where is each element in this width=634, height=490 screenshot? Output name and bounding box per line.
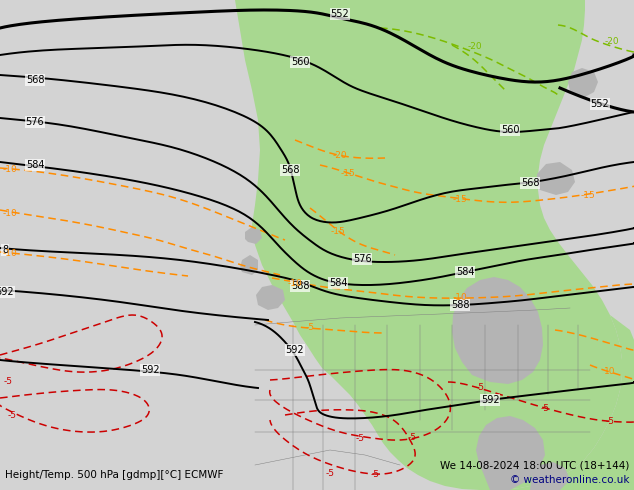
Text: 568: 568	[281, 165, 299, 175]
Text: -20: -20	[468, 43, 482, 51]
Text: -15: -15	[581, 191, 595, 199]
Text: -10: -10	[288, 278, 302, 288]
Polygon shape	[530, 462, 570, 490]
Polygon shape	[452, 277, 543, 384]
Text: 584: 584	[26, 160, 44, 170]
Text: 584: 584	[456, 267, 474, 277]
Text: 576: 576	[26, 117, 44, 127]
Text: -5: -5	[325, 468, 335, 477]
Text: 552: 552	[330, 9, 349, 19]
Text: -20: -20	[333, 150, 347, 160]
Polygon shape	[235, 0, 622, 490]
Polygon shape	[568, 68, 598, 97]
Polygon shape	[256, 285, 285, 310]
Text: -10: -10	[453, 294, 467, 302]
Text: -5: -5	[408, 433, 417, 441]
Text: -20: -20	[605, 38, 619, 47]
Text: 8: 8	[2, 245, 8, 255]
Polygon shape	[476, 416, 545, 490]
Text: 568: 568	[521, 178, 540, 188]
Polygon shape	[240, 255, 258, 275]
Text: 576: 576	[353, 254, 372, 264]
Text: © weatheronline.co.uk: © weatheronline.co.uk	[510, 475, 629, 485]
Polygon shape	[615, 410, 634, 490]
Text: -15: -15	[330, 227, 346, 237]
Text: -15: -15	[453, 195, 467, 203]
Text: -5: -5	[356, 434, 365, 442]
Text: 560: 560	[501, 125, 519, 135]
Text: 588: 588	[451, 300, 469, 310]
Polygon shape	[245, 227, 262, 244]
Text: We 14-08-2024 18:00 UTC (18+144): We 14-08-2024 18:00 UTC (18+144)	[439, 460, 629, 470]
Text: -10: -10	[3, 166, 17, 174]
Text: -10: -10	[3, 249, 17, 259]
Text: -5: -5	[306, 323, 314, 333]
Text: -5: -5	[541, 403, 550, 413]
Text: -5: -5	[4, 377, 13, 387]
Text: 588: 588	[291, 281, 309, 291]
Polygon shape	[537, 162, 575, 195]
Text: -5: -5	[370, 469, 380, 479]
Text: -15: -15	[340, 169, 356, 177]
Text: 592: 592	[286, 345, 304, 355]
Text: 592: 592	[481, 395, 500, 405]
Text: 592: 592	[0, 287, 15, 297]
Text: -10: -10	[3, 209, 17, 218]
Text: Height/Temp. 500 hPa [gdmp][°C] ECMWF: Height/Temp. 500 hPa [gdmp][°C] ECMWF	[5, 470, 223, 480]
Text: -5: -5	[8, 411, 16, 419]
Text: 584: 584	[329, 278, 347, 288]
Text: -5: -5	[476, 384, 484, 392]
Text: 568: 568	[26, 75, 44, 85]
Text: 560: 560	[291, 57, 309, 67]
Text: 592: 592	[141, 365, 159, 375]
Text: 552: 552	[591, 99, 609, 109]
Text: 10: 10	[604, 368, 616, 376]
Text: -5: -5	[605, 416, 614, 425]
Polygon shape	[480, 315, 634, 490]
